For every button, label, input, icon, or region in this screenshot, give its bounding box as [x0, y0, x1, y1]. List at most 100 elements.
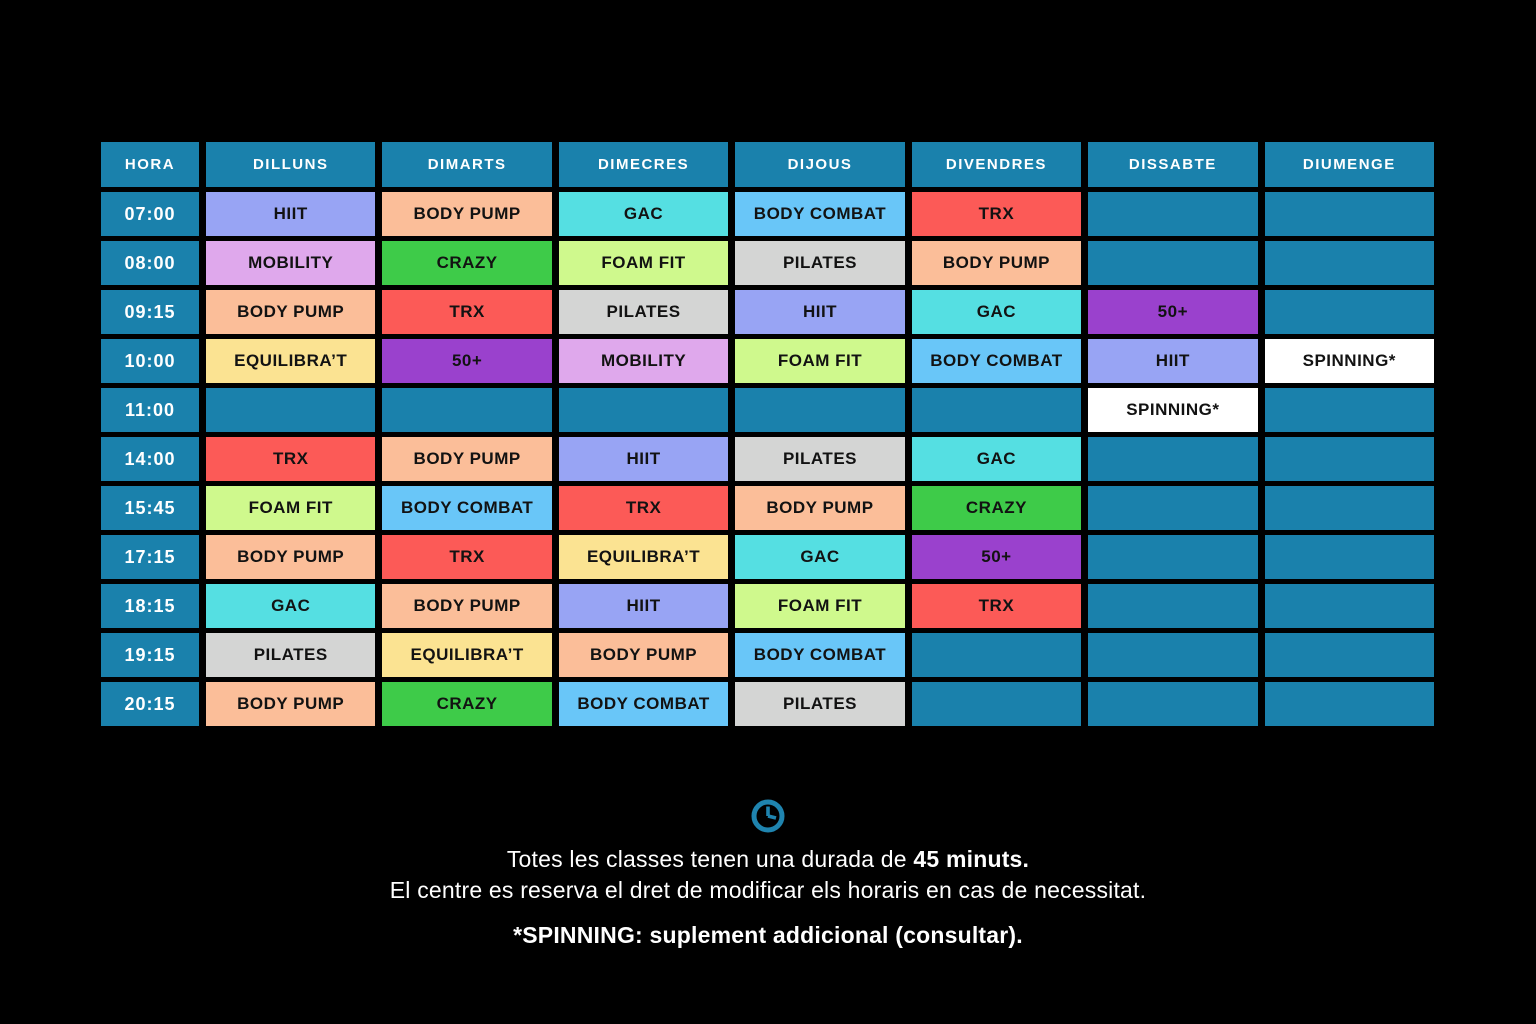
time-cell: 19:15: [101, 633, 199, 677]
column-header-dimarts: DIMARTS: [382, 142, 552, 187]
class-cell: CRAZY: [382, 682, 552, 726]
class-cell: BODY COMBAT: [382, 486, 552, 530]
class-cell: SPINNING*: [1088, 388, 1258, 432]
class-cell: TRX: [911, 584, 1082, 628]
empty-cell: [1088, 682, 1258, 726]
footer: Totes les classes tenen una durada de 45…: [0, 796, 1536, 951]
empty-cell: [1264, 241, 1434, 285]
empty-cell: [1088, 584, 1258, 628]
empty-cell: [382, 388, 552, 432]
class-cell: TRX: [382, 290, 552, 334]
column-header-dilluns: DILLUNS: [206, 142, 376, 187]
column-header-diumenge: DIUMENGE: [1264, 142, 1434, 187]
empty-cell: [206, 388, 376, 432]
time-cell: 14:00: [101, 437, 199, 481]
class-cell: 50+: [1088, 290, 1258, 334]
time-cell: 17:15: [101, 535, 199, 579]
class-cell: BODY PUMP: [206, 535, 376, 579]
class-cell: TRX: [206, 437, 376, 481]
class-cell: 50+: [911, 535, 1082, 579]
class-cell: BODY COMBAT: [735, 192, 905, 236]
empty-cell: [1264, 192, 1434, 236]
class-cell: BODY PUMP: [735, 486, 905, 530]
class-cell: SPINNING*: [1264, 339, 1434, 383]
clock-icon: [751, 799, 785, 833]
column-header-dijous: DIJOUS: [735, 142, 905, 187]
column-header-hora: HORA: [101, 142, 199, 187]
footer-note-duration: Totes les classes tenen una durada de 45…: [0, 844, 1536, 875]
column-header-divendres: DIVENDRES: [911, 142, 1082, 187]
class-cell: TRX: [382, 535, 552, 579]
class-cell: HIIT: [558, 437, 729, 481]
class-cell: HIIT: [1088, 339, 1258, 383]
class-cell: GAC: [911, 290, 1082, 334]
empty-cell: [1088, 535, 1258, 579]
time-cell: 18:15: [101, 584, 199, 628]
empty-cell: [1088, 633, 1258, 677]
empty-cell: [911, 633, 1082, 677]
class-cell: BODY PUMP: [382, 437, 552, 481]
class-cell: FOAM FIT: [558, 241, 729, 285]
class-cell: EQUILIBRA’T: [206, 339, 376, 383]
empty-cell: [1264, 535, 1434, 579]
column-header-dissabte: DISSABTE: [1088, 142, 1258, 187]
empty-cell: [1088, 486, 1258, 530]
footer-note-modification: El centre es reserva el dret de modifica…: [389, 877, 1147, 903]
time-cell: 10:00: [101, 339, 199, 383]
class-cell: BODY PUMP: [558, 633, 729, 677]
empty-cell: [1088, 437, 1258, 481]
empty-cell: [1264, 584, 1434, 628]
empty-cell: [1264, 486, 1434, 530]
class-cell: EQUILIBRA’T: [558, 535, 729, 579]
empty-cell: [1088, 241, 1258, 285]
class-cell: TRX: [558, 486, 729, 530]
time-cell: 09:15: [101, 290, 199, 334]
schedule-table: HORA DILLUNS DIMARTS DIMECRES DIJOUS DIVENDRE…: [101, 142, 1434, 726]
class-cell: PILATES: [735, 437, 905, 481]
class-cell: 50+: [382, 339, 552, 383]
class-cell: PILATES: [735, 241, 905, 285]
empty-cell: [558, 388, 729, 432]
footer-note-duration-bold: 45 minuts.: [913, 846, 1030, 872]
class-cell: BODY COMBAT: [735, 633, 905, 677]
class-cell: BODY PUMP: [911, 241, 1082, 285]
empty-cell: [1088, 192, 1258, 236]
class-cell: FOAM FIT: [206, 486, 376, 530]
footer-note-duration-text: Totes les classes tenen una durada de: [506, 846, 914, 872]
empty-cell: [1264, 290, 1434, 334]
class-cell: BODY COMBAT: [558, 682, 729, 726]
class-cell: BODY COMBAT: [911, 339, 1082, 383]
empty-cell: [1264, 682, 1434, 726]
footer-note-spinning: *SPINNING: suplement addicional (consult…: [513, 922, 1023, 948]
empty-cell: [911, 388, 1082, 432]
empty-cell: [1264, 437, 1434, 481]
class-cell: GAC: [558, 192, 729, 236]
class-cell: BODY PUMP: [382, 584, 552, 628]
empty-cell: [911, 682, 1082, 726]
class-cell: HIIT: [735, 290, 905, 334]
empty-cell: [735, 388, 905, 432]
class-cell: GAC: [735, 535, 905, 579]
time-cell: 07:00: [101, 192, 199, 236]
time-cell: 08:00: [101, 241, 199, 285]
class-cell: PILATES: [558, 290, 729, 334]
empty-cell: [1264, 633, 1434, 677]
class-cell: MOBILITY: [558, 339, 729, 383]
empty-cell: [1264, 388, 1434, 432]
class-cell: CRAZY: [382, 241, 552, 285]
class-cell: BODY PUMP: [206, 290, 376, 334]
time-cell: 20:15: [101, 682, 199, 726]
class-cell: MOBILITY: [206, 241, 376, 285]
class-cell: HIIT: [206, 192, 376, 236]
class-cell: EQUILIBRA’T: [382, 633, 552, 677]
class-cell: HIIT: [558, 584, 729, 628]
class-cell: BODY PUMP: [382, 192, 552, 236]
time-cell: 15:45: [101, 486, 199, 530]
class-cell: BODY PUMP: [206, 682, 376, 726]
class-cell: PILATES: [735, 682, 905, 726]
schedule-poster: HORA DILLUNS DIMARTS DIMECRES DIJOUS DIVENDRE…: [101, 142, 1434, 726]
class-cell: CRAZY: [911, 486, 1082, 530]
class-cell: GAC: [911, 437, 1082, 481]
class-cell: GAC: [206, 584, 376, 628]
clock-icon-box: [0, 796, 1536, 836]
